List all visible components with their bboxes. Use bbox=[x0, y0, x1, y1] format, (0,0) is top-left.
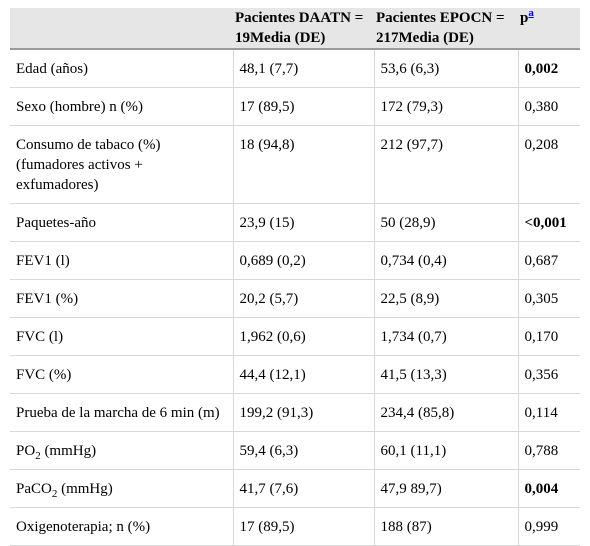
p-value: <0,001 bbox=[517, 203, 580, 242]
p-value: 0,999 bbox=[517, 507, 580, 546]
daatn-value: 17 (89,5) bbox=[232, 507, 374, 546]
header-epoc: Pacientes EPOCN = 217Media (DE) bbox=[374, 8, 518, 50]
table-row: Paquetes-año 23,9 (15) 50 (28,9) <0,001 bbox=[10, 203, 580, 242]
table-row: PO2 (mmHg) 59,4 (6,3) 60,1 (11,1) 0,788 bbox=[10, 431, 580, 470]
table-header: Pacientes DAATN = 19Media (DE) Pacientes… bbox=[10, 7, 580, 50]
epoc-value: 212 (97,7) bbox=[373, 125, 518, 204]
footnote-a-link[interactable]: a bbox=[528, 7, 534, 19]
p-value: 0,170 bbox=[517, 317, 580, 356]
row-label: Oxigenoterapia; n (%) bbox=[10, 507, 233, 546]
row-label: Sexo (hombre) n (%) bbox=[10, 87, 233, 126]
daatn-value: 0,689 (0,2) bbox=[232, 241, 374, 280]
p-value: 0,114 bbox=[517, 393, 580, 432]
row-label: PO2 (mmHg) bbox=[10, 431, 233, 470]
daatn-value: 18 (94,8) bbox=[232, 125, 374, 204]
header-variable bbox=[10, 8, 233, 50]
epoc-value: 172 (79,3) bbox=[373, 87, 518, 126]
p-value: 0,356 bbox=[517, 355, 580, 394]
daatn-value: 199,2 (91,3) bbox=[232, 393, 374, 432]
table-row: FEV1 (l) 0,689 (0,2) 0,734 (0,4) 0,687 bbox=[10, 241, 580, 280]
row-label: Paquetes-año bbox=[10, 203, 233, 242]
row-label: Edad (años) bbox=[10, 49, 233, 88]
row-label: FEV1 (%) bbox=[10, 279, 233, 318]
epoc-value: 22,5 (8,9) bbox=[373, 279, 518, 318]
table-row: Oxigenoterapia; n (%) 17 (89,5) 188 (87)… bbox=[10, 507, 580, 546]
table-row: FEV1 (%) 20,2 (5,7) 22,5 (8,9) 0,305 bbox=[10, 279, 580, 318]
epoc-value: 60,1 (11,1) bbox=[373, 431, 518, 470]
row-label: Consumo de tabaco (%) (fumadores activos… bbox=[10, 125, 233, 204]
header-p: pa bbox=[518, 7, 580, 50]
daatn-value: 20,2 (5,7) bbox=[232, 279, 374, 318]
table-row: Consumo de tabaco (%) (fumadores activos… bbox=[10, 125, 580, 204]
comparison-table: Pacientes DAATN = 19Media (DE) Pacientes… bbox=[10, 8, 580, 546]
table-row: Edad (años) 48,1 (7,7) 53,6 (6,3) 0,002 bbox=[10, 49, 580, 88]
epoc-value: 188 (87) bbox=[373, 507, 518, 546]
table-row: Prueba de la marcha de 6 min (m) 199,2 (… bbox=[10, 393, 580, 432]
daatn-value: 44,4 (12,1) bbox=[232, 355, 374, 394]
table-row: Sexo (hombre) n (%) 17 (89,5) 172 (79,3)… bbox=[10, 87, 580, 126]
row-label: PaCO2 (mmHg) bbox=[10, 469, 233, 508]
p-value: 0,788 bbox=[517, 431, 580, 470]
daatn-value: 41,7 (7,6) bbox=[232, 469, 374, 508]
row-label: FVC (%) bbox=[10, 355, 233, 394]
table-row: FVC (%) 44,4 (12,1) 41,5 (13,3) 0,356 bbox=[10, 355, 580, 394]
p-value: 0,002 bbox=[517, 49, 580, 88]
epoc-value: 1,734 (0,7) bbox=[373, 317, 518, 356]
table-body: Edad (años) 48,1 (7,7) 53,6 (6,3) 0,002 … bbox=[10, 49, 580, 546]
daatn-value: 1,962 (0,6) bbox=[232, 317, 374, 356]
p-value: 0,004 bbox=[517, 469, 580, 508]
epoc-value: 41,5 (13,3) bbox=[373, 355, 518, 394]
p-value: 0,687 bbox=[517, 241, 580, 280]
daatn-value: 17 (89,5) bbox=[232, 87, 374, 126]
epoc-value: 47,9 89,7) bbox=[373, 469, 518, 508]
p-value: 0,380 bbox=[517, 87, 580, 126]
header-p-label: p bbox=[520, 10, 529, 26]
row-label: Prueba de la marcha de 6 min (m) bbox=[10, 393, 233, 432]
epoc-value: 53,6 (6,3) bbox=[373, 49, 518, 88]
daatn-value: 23,9 (15) bbox=[232, 203, 374, 242]
daatn-value: 59,4 (6,3) bbox=[232, 431, 374, 470]
header-daatn: Pacientes DAATN = 19Media (DE) bbox=[233, 8, 374, 50]
table-row: PaCO2 (mmHg) 41,7 (7,6) 47,9 89,7) 0,004 bbox=[10, 469, 580, 508]
p-value: 0,208 bbox=[517, 125, 580, 204]
row-label: FEV1 (l) bbox=[10, 241, 233, 280]
epoc-value: 50 (28,9) bbox=[373, 203, 518, 242]
epoc-value: 234,4 (85,8) bbox=[373, 393, 518, 432]
epoc-value: 0,734 (0,4) bbox=[373, 241, 518, 280]
row-label: FVC (l) bbox=[10, 317, 233, 356]
daatn-value: 48,1 (7,7) bbox=[232, 49, 374, 88]
table-row: FVC (l) 1,962 (0,6) 1,734 (0,7) 0,170 bbox=[10, 317, 580, 356]
p-value: 0,305 bbox=[517, 279, 580, 318]
